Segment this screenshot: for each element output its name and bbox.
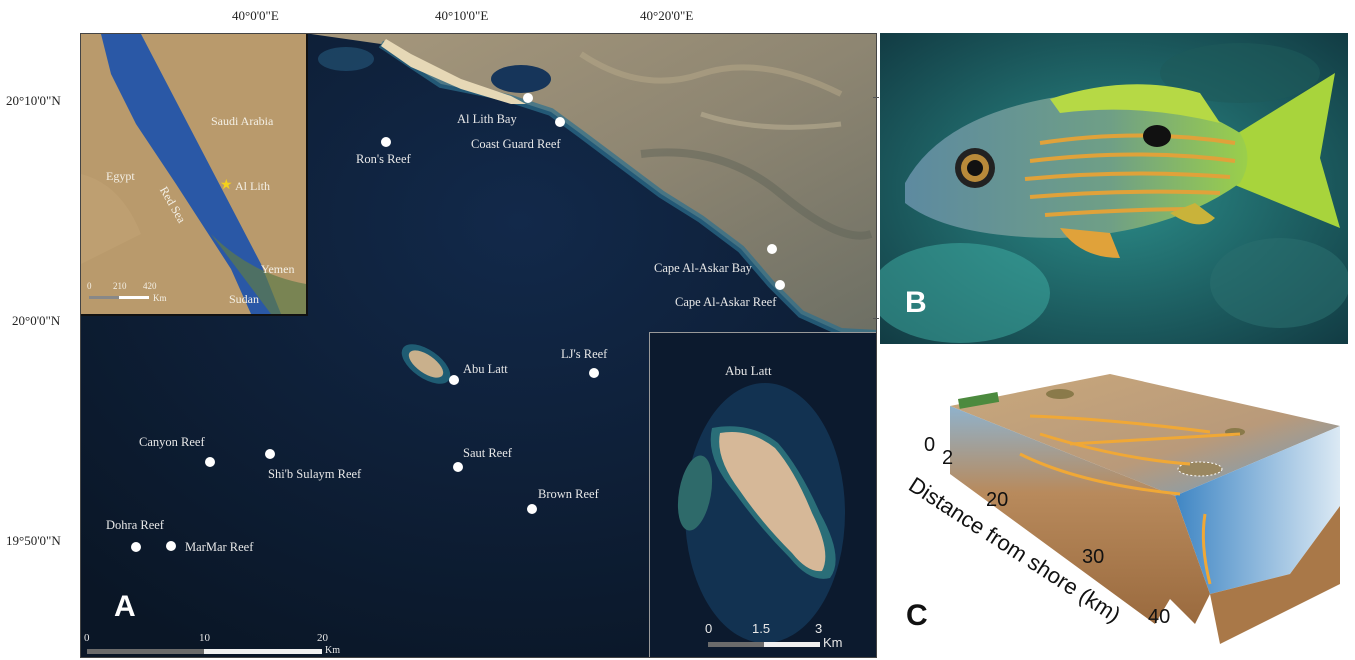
site-marker-canyon-reef xyxy=(205,457,215,467)
location-star-icon: ★ xyxy=(220,177,233,193)
site-label-coast-guard-reef: Coast Guard Reef xyxy=(471,137,561,152)
site-marker-abu-latt xyxy=(449,375,459,385)
main-scale-tick-0: 0 xyxy=(84,632,90,644)
diagram-tick-40: 40 xyxy=(1148,606,1170,629)
site-marker-brown-reef xyxy=(527,504,537,514)
abu-inset-scale-bar xyxy=(708,642,820,647)
latitude-label-20-0: 20°0'0"N xyxy=(12,313,60,329)
regional-inset-map: Saudi Arabia Egypt Yemen Sudan Red Sea ★… xyxy=(81,34,308,316)
site-label-cape-al-askar-bay: Cape Al-Askar Bay xyxy=(654,261,752,276)
panel-label-a: A xyxy=(114,590,136,624)
site-marker-cape-al-askar-bay xyxy=(767,244,777,254)
main-scale-tick-20: 20 xyxy=(317,632,328,644)
abu-inset-scale-unit: Km xyxy=(823,635,843,650)
diagram-tick-30: 30 xyxy=(1082,546,1104,569)
site-marker-marmar-reef xyxy=(166,541,176,551)
inset-label-saudi-arabia: Saudi Arabia xyxy=(211,114,273,129)
inset-scale-420: 420 xyxy=(143,281,157,291)
inset-label-al-lith: Al Lith xyxy=(235,179,270,194)
site-label-dohra-reef: Dohra Reef xyxy=(106,518,164,533)
longitude-label-40-10: 40°10'0"E xyxy=(435,8,488,24)
fish-photo-panel: B xyxy=(880,33,1348,344)
site-marker-coast-guard-reef xyxy=(555,117,565,127)
longitude-label-40-20: 40°20'0"E xyxy=(640,8,693,24)
site-marker-dohra-reef xyxy=(131,542,141,552)
site-label-cape-al-askar-reef: Cape Al-Askar Reef xyxy=(675,295,776,310)
seascape-block-diagram-panel: 0 2 20 30 40 Distance from shore (km) C xyxy=(880,344,1348,658)
longitude-label-40-0: 40°0'0"E xyxy=(232,8,279,24)
abu-latt-inset-map: Abu Latt 0 1.5 3 Km xyxy=(649,332,877,658)
site-label-rons-reef: Ron's Reef xyxy=(356,152,411,167)
site-marker-rons-reef xyxy=(381,137,391,147)
abu-inset-scale-1-5: 1.5 xyxy=(752,621,770,636)
inset-label-egypt: Egypt xyxy=(106,169,135,184)
inset-scale-0: 0 xyxy=(87,281,92,291)
inset-scale-210: 210 xyxy=(113,281,127,291)
snapper-fish-illustration xyxy=(880,33,1348,344)
inset-scale-unit: Km xyxy=(153,293,167,303)
site-label-canyon-reef: Canyon Reef xyxy=(139,435,205,450)
study-area-map: Saudi Arabia Egypt Yemen Sudan Red Sea ★… xyxy=(80,33,877,658)
site-marker-saut-reef xyxy=(453,462,463,472)
panel-label-b: B xyxy=(905,286,927,320)
site-label-brown-reef: Brown Reef xyxy=(538,487,599,502)
abu-inset-scale-0: 0 xyxy=(705,621,712,636)
site-marker-cape-al-askar-reef xyxy=(775,280,785,290)
latitude-label-19-50: 19°50'0"N xyxy=(6,533,61,549)
site-label-abu-latt: Abu Latt xyxy=(463,362,508,377)
site-label-saut-reef: Saut Reef xyxy=(463,446,512,461)
site-label-marmar-reef: MarMar Reef xyxy=(185,540,253,555)
site-label-al-lith-bay: Al Lith Bay xyxy=(457,112,517,127)
diagram-tick-2: 2 xyxy=(942,447,953,470)
inset-label-sudan: Sudan xyxy=(229,292,259,307)
diagram-tick-20: 20 xyxy=(986,489,1008,512)
panel-label-c: C xyxy=(906,599,928,633)
main-scale-unit: Km xyxy=(325,645,340,656)
site-marker-shib-sulaym-reef xyxy=(265,449,275,459)
site-label-ljs-reef: LJ's Reef xyxy=(561,347,607,362)
diagram-tick-0: 0 xyxy=(924,434,935,457)
site-marker-ljs-reef xyxy=(589,368,599,378)
frame-tick-right-2 xyxy=(873,318,879,319)
abu-latt-island xyxy=(650,333,877,658)
latitude-label-20-10: 20°10'0"N xyxy=(6,93,61,109)
abu-inset-scale-3: 3 xyxy=(815,621,822,636)
site-label-shib-sulaym-reef: Shi'b Sulaym Reef xyxy=(268,467,361,482)
inset-label-yemen: Yemen xyxy=(261,262,294,277)
frame-tick-right-1 xyxy=(873,97,879,98)
site-marker-al-lith-bay xyxy=(523,93,533,103)
main-scale-bar xyxy=(87,649,322,654)
main-scale-tick-10: 10 xyxy=(199,632,210,644)
abu-inset-title: Abu Latt xyxy=(725,363,772,379)
